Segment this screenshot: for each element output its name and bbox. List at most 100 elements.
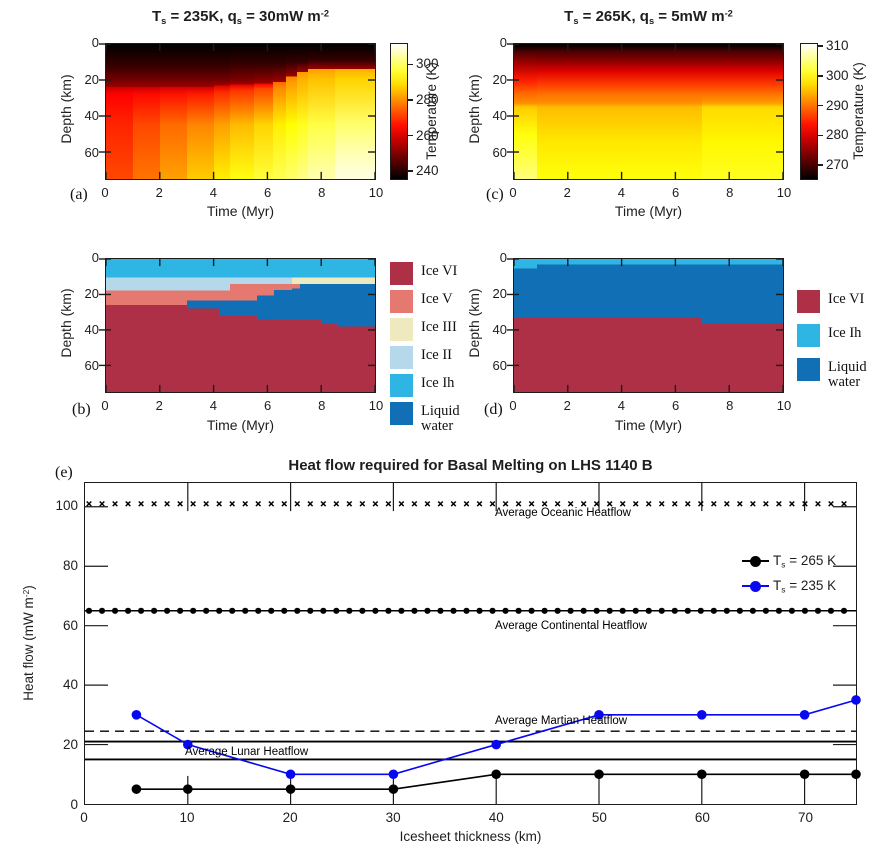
panel-a-heatmap <box>98 43 376 180</box>
legend-swatch <box>390 262 413 285</box>
x-tick-label: 0 <box>80 810 88 825</box>
x-tick-label: 8 <box>726 185 734 200</box>
panel-e-title: Heat flow required for Basal Melting on … <box>288 457 653 474</box>
colorbar-tick-label: 280 <box>826 127 849 143</box>
legend-swatch <box>797 324 820 347</box>
y-tick-label: 20 <box>62 737 78 753</box>
annotation-martian-heatflow: Average Martian Heatflow <box>495 715 628 727</box>
y-tick-label: 40 <box>492 322 507 337</box>
x-tick-label: 10 <box>368 185 384 200</box>
colorbar-gradient <box>390 43 408 180</box>
legend-label: Ice V <box>421 291 453 307</box>
y-tick-label: 20 <box>492 71 507 87</box>
panel-e-ylabel: Heat flow (mW m-2) <box>21 585 37 701</box>
panel-b-letter: (b) <box>72 401 91 418</box>
heatmap-column <box>334 44 375 179</box>
colorbar-tick <box>818 75 823 77</box>
x-tick-label: 20 <box>282 810 298 825</box>
panel-c-heatmap <box>506 43 784 180</box>
legend-swatch <box>390 318 413 341</box>
x-tick-label: 6 <box>263 185 272 200</box>
colorbar-tick-label: 310 <box>826 37 849 53</box>
y-tick-label: 0 <box>499 250 507 265</box>
x-tick-label: 2 <box>563 185 571 200</box>
panel-d-letter: (d) <box>484 401 503 418</box>
panel-b-xlabel: Time (Myr) <box>206 417 275 433</box>
y-tick-label: 60 <box>84 144 99 160</box>
annotation-lunar-heatflow: Average Lunar Heatflow <box>185 746 309 758</box>
annotation-continental-heatflow: Average Continental Heatflow <box>495 620 647 632</box>
legend-swatch <box>390 290 413 313</box>
x-tick-label: 0 <box>509 185 517 200</box>
colorbar-tick <box>818 45 823 47</box>
heatmap-column <box>213 44 231 179</box>
x-tick-label: 10 <box>368 398 384 413</box>
legend-item: Ts = 265 K <box>742 552 872 577</box>
heatmap-column <box>702 44 783 179</box>
panel-e-xlabel: Icesheet thickness (km) <box>399 829 542 844</box>
x-tick-label: 50 <box>591 810 607 825</box>
phase-column <box>321 259 338 392</box>
x-tick-label: 6 <box>671 185 680 200</box>
x-tick-label: 2 <box>563 398 571 413</box>
x-tick-label: 10 <box>179 810 195 825</box>
phase-column <box>536 259 703 392</box>
panel-c-colorbar: Temperature (K) 270 280 290 300 310 <box>800 38 879 180</box>
y-tick-label: 100 <box>55 497 78 513</box>
panel-a-letter: (a) <box>70 186 88 203</box>
y-tick-label: 40 <box>492 108 507 124</box>
colorbar-tick <box>818 164 823 166</box>
phase-column <box>106 259 188 392</box>
x-tick-label: 8 <box>318 398 326 413</box>
panel-e-letter: (e) <box>55 464 73 481</box>
annotation-oceanic-heatflow: Average Oceanic Heatflow <box>495 507 631 519</box>
x-tick-label: 0 <box>101 398 109 413</box>
legend-label: Ice III <box>421 319 457 335</box>
legend-swatch <box>797 358 820 381</box>
legend-label: Liquid water <box>421 403 460 434</box>
y-tick-label: 20 <box>84 71 99 87</box>
panel-a-colorbar: Temperature (K) 240 260 280 300 <box>390 43 480 180</box>
x-tick-label: 0 <box>509 398 517 413</box>
colorbar-gradient <box>800 43 818 180</box>
y-tick-label: 0 <box>499 35 507 50</box>
legend-item: Ts = 235 K <box>742 577 872 602</box>
y-tick-label: 40 <box>84 322 99 337</box>
x-tick-label: 70 <box>797 810 813 825</box>
y-tick-label: 20 <box>492 286 507 301</box>
phase-column <box>299 259 322 392</box>
legend-label: Ice Ih <box>421 375 455 391</box>
phase-column <box>229 259 258 392</box>
legend-label: Ice VI <box>421 263 458 279</box>
legend-label: Ts = 235 K <box>773 578 837 595</box>
phase-column <box>256 259 275 392</box>
colorbar-tick <box>408 134 413 137</box>
heatmap-column <box>296 44 309 179</box>
heatmap-column <box>307 44 336 179</box>
heatmap-column <box>106 44 134 179</box>
y-tick-label: 0 <box>70 797 78 812</box>
legend-marker <box>750 555 761 567</box>
y-tick-label: 60 <box>492 144 507 160</box>
legend-label: Ice VI <box>828 291 865 307</box>
phase-column <box>218 259 231 392</box>
x-tick-label: 40 <box>488 810 504 825</box>
heatmap-column <box>286 44 298 179</box>
legend-label: Ice II <box>421 347 452 363</box>
heatmap-column <box>253 44 274 179</box>
legend-swatch <box>797 290 820 313</box>
x-tick-label: 10 <box>776 398 792 413</box>
y-tick-label: 0 <box>91 35 99 50</box>
x-tick-label: 4 <box>209 398 217 413</box>
phase-column <box>514 259 538 392</box>
legend-label: Ts = 265 K <box>773 553 837 570</box>
y-tick-label: 40 <box>62 677 78 693</box>
y-tick-label: 60 <box>62 617 78 633</box>
x-tick-label: 10 <box>776 185 792 200</box>
x-tick-label: 2 <box>155 185 163 200</box>
colorbar-tick <box>408 99 413 101</box>
x-tick-label: 8 <box>726 398 734 413</box>
colorbar-tick-label: 260 <box>416 127 439 143</box>
